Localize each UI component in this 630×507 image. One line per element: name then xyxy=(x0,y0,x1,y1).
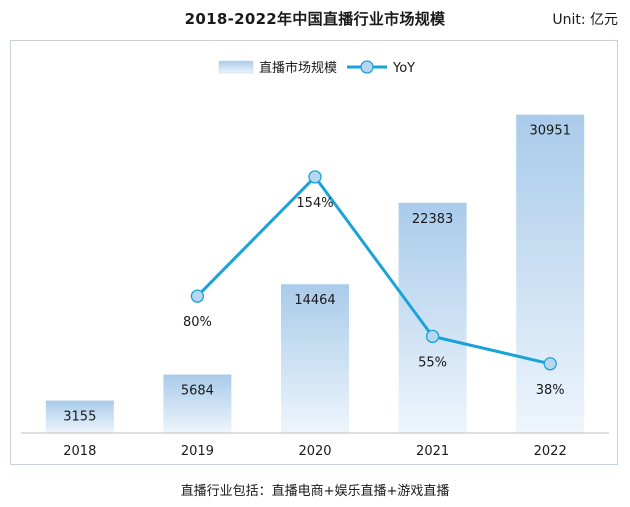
chart-title: 2018-2022年中国直播行业市场规模 xyxy=(184,10,446,28)
chart-frame: 直播市场规模 YoY 3155 5684 14464 22383 30951 2018 2… xyxy=(10,40,618,465)
x-tick-2022: 2022 xyxy=(534,444,567,459)
yoy-point-2021 xyxy=(425,329,440,344)
legend-line-label: YoY xyxy=(392,61,415,76)
yoy-point-2020 xyxy=(308,170,322,184)
bar-label-2022: 30951 xyxy=(530,124,571,139)
x-tick-2019: 2019 xyxy=(181,444,214,459)
yoy-label-2019: 80% xyxy=(183,315,212,330)
unit-label: Unit: 亿元 xyxy=(552,12,618,28)
bar-2022 xyxy=(516,114,585,434)
bar-2020 xyxy=(281,284,349,433)
yoy-label-2020: 154% xyxy=(296,196,333,211)
bar-label-2021: 22383 xyxy=(412,212,453,227)
legend-bar-swatch xyxy=(218,60,254,74)
bar-2021 xyxy=(398,202,467,433)
bar-label-2019: 5684 xyxy=(181,384,214,399)
x-tick-2021: 2021 xyxy=(416,444,449,459)
legend-bar-label: 直播市场规模 xyxy=(259,60,337,76)
yoy-label-2021: 55% xyxy=(418,355,447,370)
bar-2019 xyxy=(163,374,232,433)
legend-line-marker xyxy=(360,60,374,74)
x-tick-2018: 2018 xyxy=(63,444,96,459)
bar-label-2020: 14464 xyxy=(294,293,335,308)
yoy-point-2022 xyxy=(543,357,557,371)
bar-2018 xyxy=(45,400,114,433)
footnote: 直播行业包括：直播电商+娱乐直播+游戏直播 xyxy=(180,484,450,499)
yoy-point-2019 xyxy=(190,289,205,303)
chart-plot: 直播市场规模 YoY 3155 5684 14464 22383 30951 2018 2… xyxy=(21,60,609,459)
yoy-line xyxy=(196,175,551,366)
legend: 直播市场规模 YoY xyxy=(218,60,415,76)
bar-label-2018: 3155 xyxy=(63,410,96,425)
x-tick-2020: 2020 xyxy=(298,444,331,459)
yoy-label-2022: 38% xyxy=(536,383,565,398)
